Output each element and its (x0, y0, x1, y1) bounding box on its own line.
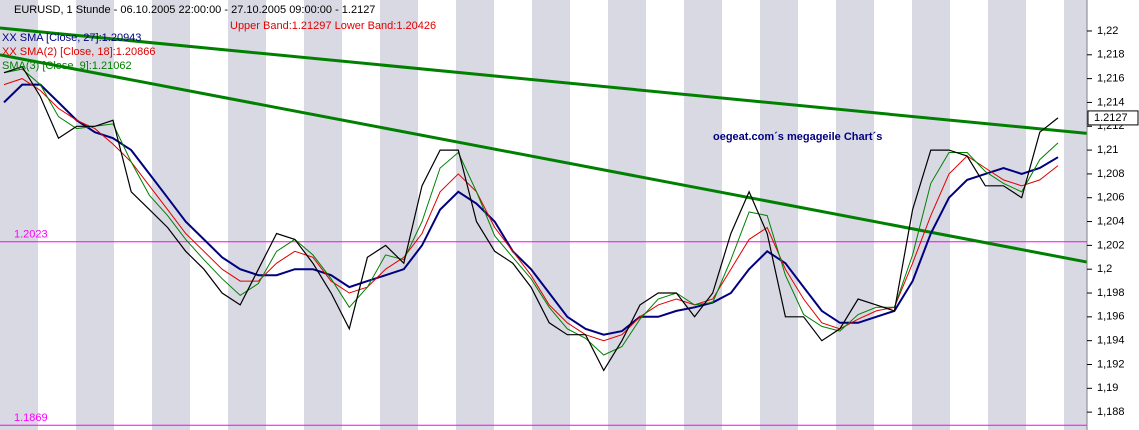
y-tick-label: 1,214 (1097, 96, 1125, 108)
stripe (342, 0, 380, 430)
y-tick-label: 1,208 (1097, 168, 1125, 180)
stripe (266, 0, 304, 430)
annotation: oegeat.com´s megageile Chart´s (713, 131, 882, 143)
y-tick-label: 1,198 (1097, 287, 1125, 299)
stripe (950, 0, 988, 430)
labels: EURUSD, 1 Stunde - 06.10.2005 22:00:00 -… (2, 4, 882, 424)
stripe (722, 0, 760, 430)
background (0, 0, 1087, 430)
last-price-label: 1.2127 (1094, 112, 1128, 124)
stripe (38, 0, 76, 430)
last-price-box (1087, 110, 1139, 126)
y-tick-label: 1,218 (1097, 49, 1125, 61)
stripe (532, 0, 570, 430)
legend-entry: XX SMA [Close, 27]:1.20943 (2, 32, 141, 44)
y-tick-label: 1,19 (1097, 382, 1118, 394)
stripe (1026, 0, 1064, 430)
stripe (380, 0, 418, 430)
axis-panel (1087, 0, 1139, 430)
y-tick-label: 1,188 (1097, 406, 1125, 418)
stripe (304, 0, 342, 430)
plot (0, 26, 1088, 426)
y-tick-label: 1,194 (1097, 335, 1125, 347)
y-tick-label: 1,202 (1097, 239, 1125, 251)
chart-title: EURUSD, 1 Stunde - 06.10.2005 22:00:00 -… (14, 4, 375, 16)
stripe (494, 0, 532, 430)
y-tick-label: 1,2 (1097, 263, 1112, 275)
legend-entry: SMA(3) [Close, 9]:1.21062 (2, 60, 132, 72)
indicator-line (3, 78, 1059, 342)
y-tick-label: 1,216 (1097, 73, 1125, 85)
y-tick-label: 1,21 (1097, 144, 1118, 156)
stripe (646, 0, 684, 430)
stripe (1064, 0, 1087, 430)
stripe (190, 0, 228, 430)
y-axis: 1,221,2181,2161,2141,2121,211,2081,2061,… (1087, 25, 1139, 418)
y-tick-label: 1,192 (1097, 358, 1125, 370)
stripe (152, 0, 190, 430)
stripe (570, 0, 608, 430)
trendline (0, 26, 1088, 135)
level-label: 1.1869 (14, 412, 48, 424)
legend-entry: XX SMA(2) [Close, 18]:1.20866 (2, 46, 155, 58)
stripe (684, 0, 722, 430)
stripe (228, 0, 266, 430)
stripe (988, 0, 1026, 430)
subtitle: Upper Band:1.21297 Lower Band:1.20426 (230, 20, 436, 32)
y-tick-label: 1,204 (1097, 215, 1125, 227)
price-line (3, 65, 1059, 372)
stripe (608, 0, 646, 430)
stripe (798, 0, 836, 430)
trendline (0, 53, 1088, 264)
y-tick-label: 1,206 (1097, 192, 1125, 204)
stripe (114, 0, 152, 430)
indicator-line (3, 83, 1059, 336)
stripe (874, 0, 912, 430)
y-tick-label: 1,196 (1097, 311, 1125, 323)
level-label: 1.2023 (14, 229, 48, 241)
y-tick-label: 1,22 (1097, 25, 1118, 37)
